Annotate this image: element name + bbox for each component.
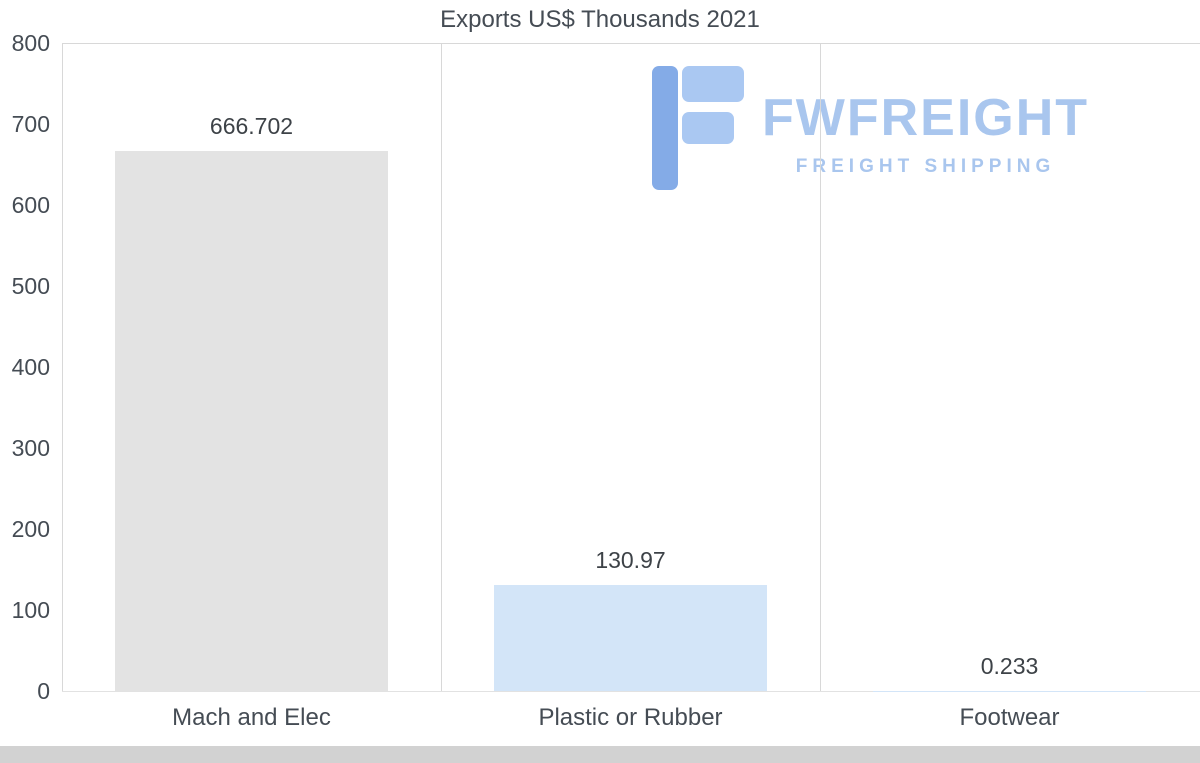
- y-tick-label-700: 700: [11, 111, 50, 137]
- y-tick-label-100: 100: [11, 597, 50, 623]
- bottom-strip: [0, 746, 1200, 763]
- bar-mach-and-elec: [115, 150, 388, 691]
- bar-plastic-or-rubber: [494, 584, 767, 691]
- y-tick-label-200: 200: [11, 516, 50, 542]
- watermark-text-block: FWFREIGHT FREIGHT SHIPPING: [762, 66, 1089, 178]
- watermark: FWFREIGHT FREIGHT SHIPPING: [648, 66, 1089, 190]
- plot-top-border: [62, 43, 1200, 44]
- x-axis-label-footwear: Footwear: [959, 704, 1060, 731]
- y-axis-line: [62, 43, 63, 691]
- watermark-tagline: FREIGHT SHIPPING: [795, 156, 1056, 177]
- chart-title: Exports US$ Thousands 2021: [440, 6, 760, 33]
- y-tick-label-0: 0: [37, 678, 50, 704]
- bar-value-label-footwear: 0.233: [980, 652, 1039, 679]
- fwfreight-logo-icon: [652, 66, 744, 190]
- y-tick-label-500: 500: [11, 273, 50, 299]
- y-tick-label-400: 400: [11, 354, 50, 380]
- watermark-brand: FWFREIGHT: [762, 89, 1090, 147]
- x-axis-line: [62, 691, 1200, 692]
- bar-value-label-plastic-or-rubber: 130.97: [595, 546, 666, 573]
- x-axis-label-plastic-or-rubber: Plastic or Rubber: [538, 704, 723, 731]
- category-separator-line: [820, 43, 821, 691]
- x-axis-label-mach-and-elec: Mach and Elec: [172, 704, 331, 731]
- y-tick-label-600: 600: [11, 192, 50, 218]
- y-tick-label-800: 800: [11, 30, 50, 56]
- bar-value-label-mach-and-elec: 666.702: [209, 112, 294, 139]
- category-separator-line: [441, 43, 442, 691]
- y-tick-label-300: 300: [11, 435, 50, 461]
